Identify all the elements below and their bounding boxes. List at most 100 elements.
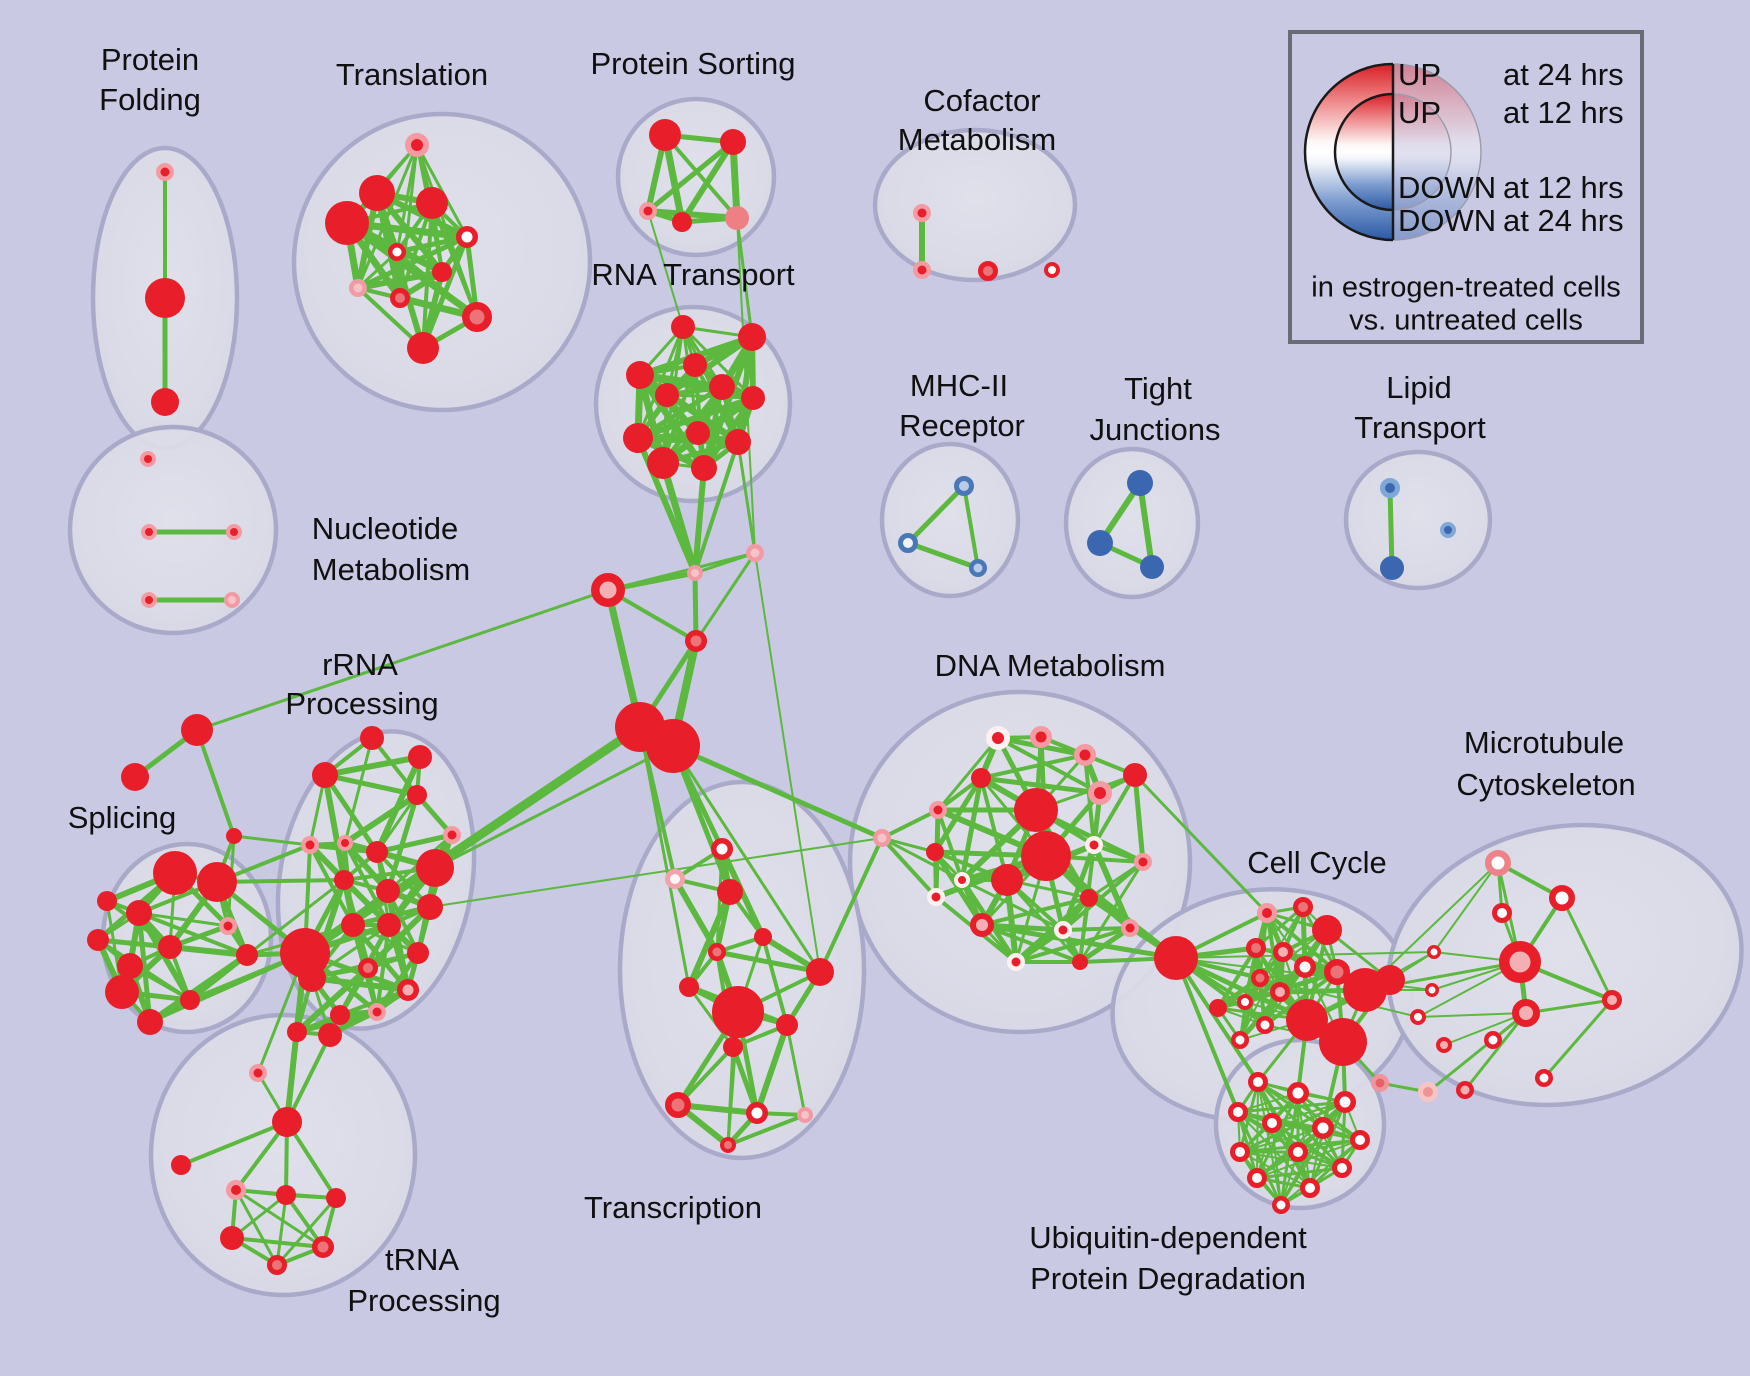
node-r8: [376, 879, 400, 903]
node-pf0: [156, 163, 174, 181]
node-m2: [969, 559, 987, 577]
edge: [936, 808, 964, 882]
node-t5: [388, 243, 406, 261]
cluster-label-lipid-1: Transport: [1354, 410, 1486, 445]
node-s_c: [226, 828, 242, 844]
node-n2: [226, 524, 242, 540]
node-mt9: [1410, 1009, 1426, 1025]
edge: [701, 395, 756, 471]
edge: [187, 952, 250, 1003]
edge: [1014, 926, 1132, 964]
edge: [322, 772, 347, 883]
edge: [137, 911, 230, 928]
edge: [433, 744, 675, 870]
node-r20: [443, 826, 461, 844]
node-mt0: [1485, 850, 1511, 876]
node-ps4: [725, 206, 749, 230]
edge: [714, 949, 823, 975]
node-t10: [407, 332, 439, 364]
edge: [978, 775, 1103, 796]
edge: [736, 440, 757, 555]
node-rt7: [686, 421, 710, 445]
node-x13: [720, 1137, 736, 1153]
node-sp9: [180, 990, 200, 1010]
edge: [232, 834, 312, 847]
edge: [636, 371, 757, 402]
edge: [694, 551, 757, 643]
edge: [1524, 998, 1614, 1015]
edge: [1256, 1080, 1325, 1130]
node-sp10: [87, 929, 109, 951]
cluster-label-trna-0: tRNA: [385, 1242, 459, 1277]
edge: [230, 1236, 325, 1249]
node-r6: [366, 841, 388, 863]
node-u4: [1262, 1113, 1282, 1133]
cluster-label-tight-1: Junctions: [1090, 412, 1221, 447]
edge: [979, 776, 1009, 882]
node-r14: [358, 958, 378, 978]
edge: [754, 1022, 790, 1116]
node-sp0: [153, 851, 197, 895]
edge: [1238, 990, 1282, 1042]
node-r12: [416, 849, 454, 887]
edge: [645, 139, 736, 214]
node-r0: [312, 762, 338, 788]
node-u6: [1350, 1130, 1370, 1150]
edge: [1254, 905, 1305, 950]
node-u3: [1228, 1102, 1248, 1122]
node-d8: [991, 864, 1023, 896]
node-q4: [326, 1188, 346, 1208]
node-r5: [337, 835, 353, 851]
node-r2: [407, 785, 427, 805]
node-r3: [408, 745, 432, 769]
edge: [137, 911, 249, 957]
edge: [659, 459, 699, 577]
node-x4: [708, 943, 726, 961]
edge: [880, 836, 937, 854]
node-rt0: [671, 315, 695, 339]
edge: [1174, 956, 1260, 1084]
edge: [1236, 1110, 1283, 1207]
legend-direction-3: DOWN: [1398, 203, 1496, 238]
node-cc11: [1324, 959, 1350, 985]
node-mt5: [1602, 990, 1622, 1010]
edge: [1271, 1101, 1346, 1124]
node-u11: [1300, 1178, 1320, 1198]
edge: [686, 889, 733, 990]
node-r1: [360, 726, 384, 750]
node-r16: [330, 1005, 350, 1025]
edge: [275, 1196, 338, 1267]
edge: [1083, 753, 1096, 847]
node-r19: [368, 1003, 386, 1021]
edge: [736, 217, 756, 554]
node-x11: [746, 1102, 768, 1124]
cluster-label-microtubule-1: Cytoskeleton: [1456, 767, 1635, 802]
edge: [1417, 1012, 1527, 1018]
edge: [1308, 1100, 1347, 1190]
node-q7: [267, 1255, 287, 1275]
node-u5: [1312, 1117, 1334, 1139]
node-ch2: [591, 573, 625, 607]
node-u2: [1334, 1091, 1356, 1113]
edge: [726, 1113, 807, 1147]
node-r10: [377, 913, 401, 937]
edge: [1133, 773, 1269, 915]
node-t2: [416, 187, 448, 219]
node-x12: [797, 1107, 813, 1123]
edge: [1560, 896, 1614, 1002]
edge: [996, 736, 1102, 795]
edge: [1061, 860, 1145, 932]
cluster-blob-lipid: [1343, 449, 1493, 591]
node-c1: [913, 261, 931, 279]
edge: [663, 133, 739, 220]
node-x6: [806, 958, 834, 986]
node-q5: [220, 1226, 244, 1250]
edge: [375, 923, 391, 1014]
node-ch1: [746, 544, 764, 562]
cluster-label-transcription-0: Transcription: [584, 1190, 762, 1225]
cluster-label-ubiquitin-1: Protein Degradation: [1030, 1261, 1306, 1296]
node-cc10: [1312, 915, 1342, 945]
node-d5: [873, 829, 891, 847]
edge: [234, 1188, 325, 1249]
